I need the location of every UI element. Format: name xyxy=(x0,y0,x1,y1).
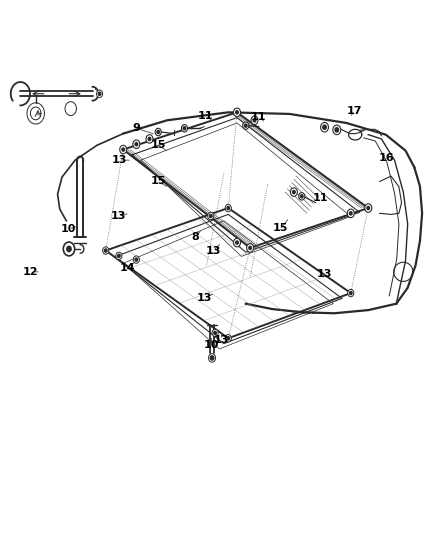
Circle shape xyxy=(207,212,213,220)
Circle shape xyxy=(98,92,101,95)
Circle shape xyxy=(67,246,71,252)
Circle shape xyxy=(213,332,216,335)
Text: 13: 13 xyxy=(205,246,220,255)
Circle shape xyxy=(320,123,328,132)
Circle shape xyxy=(210,356,213,360)
Text: 12: 12 xyxy=(23,267,38,277)
Circle shape xyxy=(349,292,351,295)
Circle shape xyxy=(135,143,138,146)
Circle shape xyxy=(96,90,102,98)
Text: 17: 17 xyxy=(346,106,361,116)
Text: 16: 16 xyxy=(378,152,394,163)
Circle shape xyxy=(242,122,248,130)
Circle shape xyxy=(209,214,212,217)
Circle shape xyxy=(332,125,340,135)
Circle shape xyxy=(156,131,159,134)
Circle shape xyxy=(235,111,238,114)
Circle shape xyxy=(349,212,351,215)
Circle shape xyxy=(322,125,325,130)
Circle shape xyxy=(183,127,185,130)
Circle shape xyxy=(133,256,139,263)
Text: 8: 8 xyxy=(191,232,199,243)
Circle shape xyxy=(233,238,240,247)
Circle shape xyxy=(63,242,74,256)
Circle shape xyxy=(290,188,297,196)
Circle shape xyxy=(116,252,122,260)
Text: 10: 10 xyxy=(61,224,76,235)
Circle shape xyxy=(135,258,138,261)
Circle shape xyxy=(292,190,294,193)
Circle shape xyxy=(212,329,218,337)
Circle shape xyxy=(117,254,120,257)
Text: 13: 13 xyxy=(213,335,229,345)
Circle shape xyxy=(225,335,231,342)
Circle shape xyxy=(246,244,253,252)
Text: 15: 15 xyxy=(150,176,166,187)
Circle shape xyxy=(120,146,127,154)
Circle shape xyxy=(298,192,304,200)
Circle shape xyxy=(155,128,161,136)
Circle shape xyxy=(364,204,371,212)
Circle shape xyxy=(133,140,140,149)
Circle shape xyxy=(208,354,215,362)
Text: 15: 15 xyxy=(150,140,166,150)
Text: 9: 9 xyxy=(132,123,140,133)
Circle shape xyxy=(334,128,338,132)
Circle shape xyxy=(300,195,302,198)
Text: 13: 13 xyxy=(196,293,212,303)
Circle shape xyxy=(225,204,231,212)
Circle shape xyxy=(347,289,353,297)
Circle shape xyxy=(148,138,150,141)
Text: 14: 14 xyxy=(120,263,135,272)
Text: 11: 11 xyxy=(197,110,213,120)
Circle shape xyxy=(248,246,251,249)
Text: 10: 10 xyxy=(204,340,219,350)
Text: 11: 11 xyxy=(312,193,327,204)
Circle shape xyxy=(122,148,124,151)
Circle shape xyxy=(251,116,258,125)
Text: 13: 13 xyxy=(110,211,125,221)
Circle shape xyxy=(226,337,229,340)
Text: 15: 15 xyxy=(272,223,288,233)
Circle shape xyxy=(226,206,229,209)
Text: 13: 13 xyxy=(316,270,332,279)
Circle shape xyxy=(181,125,187,132)
Circle shape xyxy=(244,124,247,127)
Circle shape xyxy=(346,209,353,217)
Text: 13: 13 xyxy=(112,155,127,165)
Circle shape xyxy=(235,241,238,244)
Circle shape xyxy=(146,135,152,143)
Circle shape xyxy=(102,247,109,254)
Text: 11: 11 xyxy=(251,111,266,122)
Circle shape xyxy=(253,119,255,122)
Circle shape xyxy=(233,108,240,117)
Circle shape xyxy=(104,249,107,252)
Circle shape xyxy=(366,206,369,209)
